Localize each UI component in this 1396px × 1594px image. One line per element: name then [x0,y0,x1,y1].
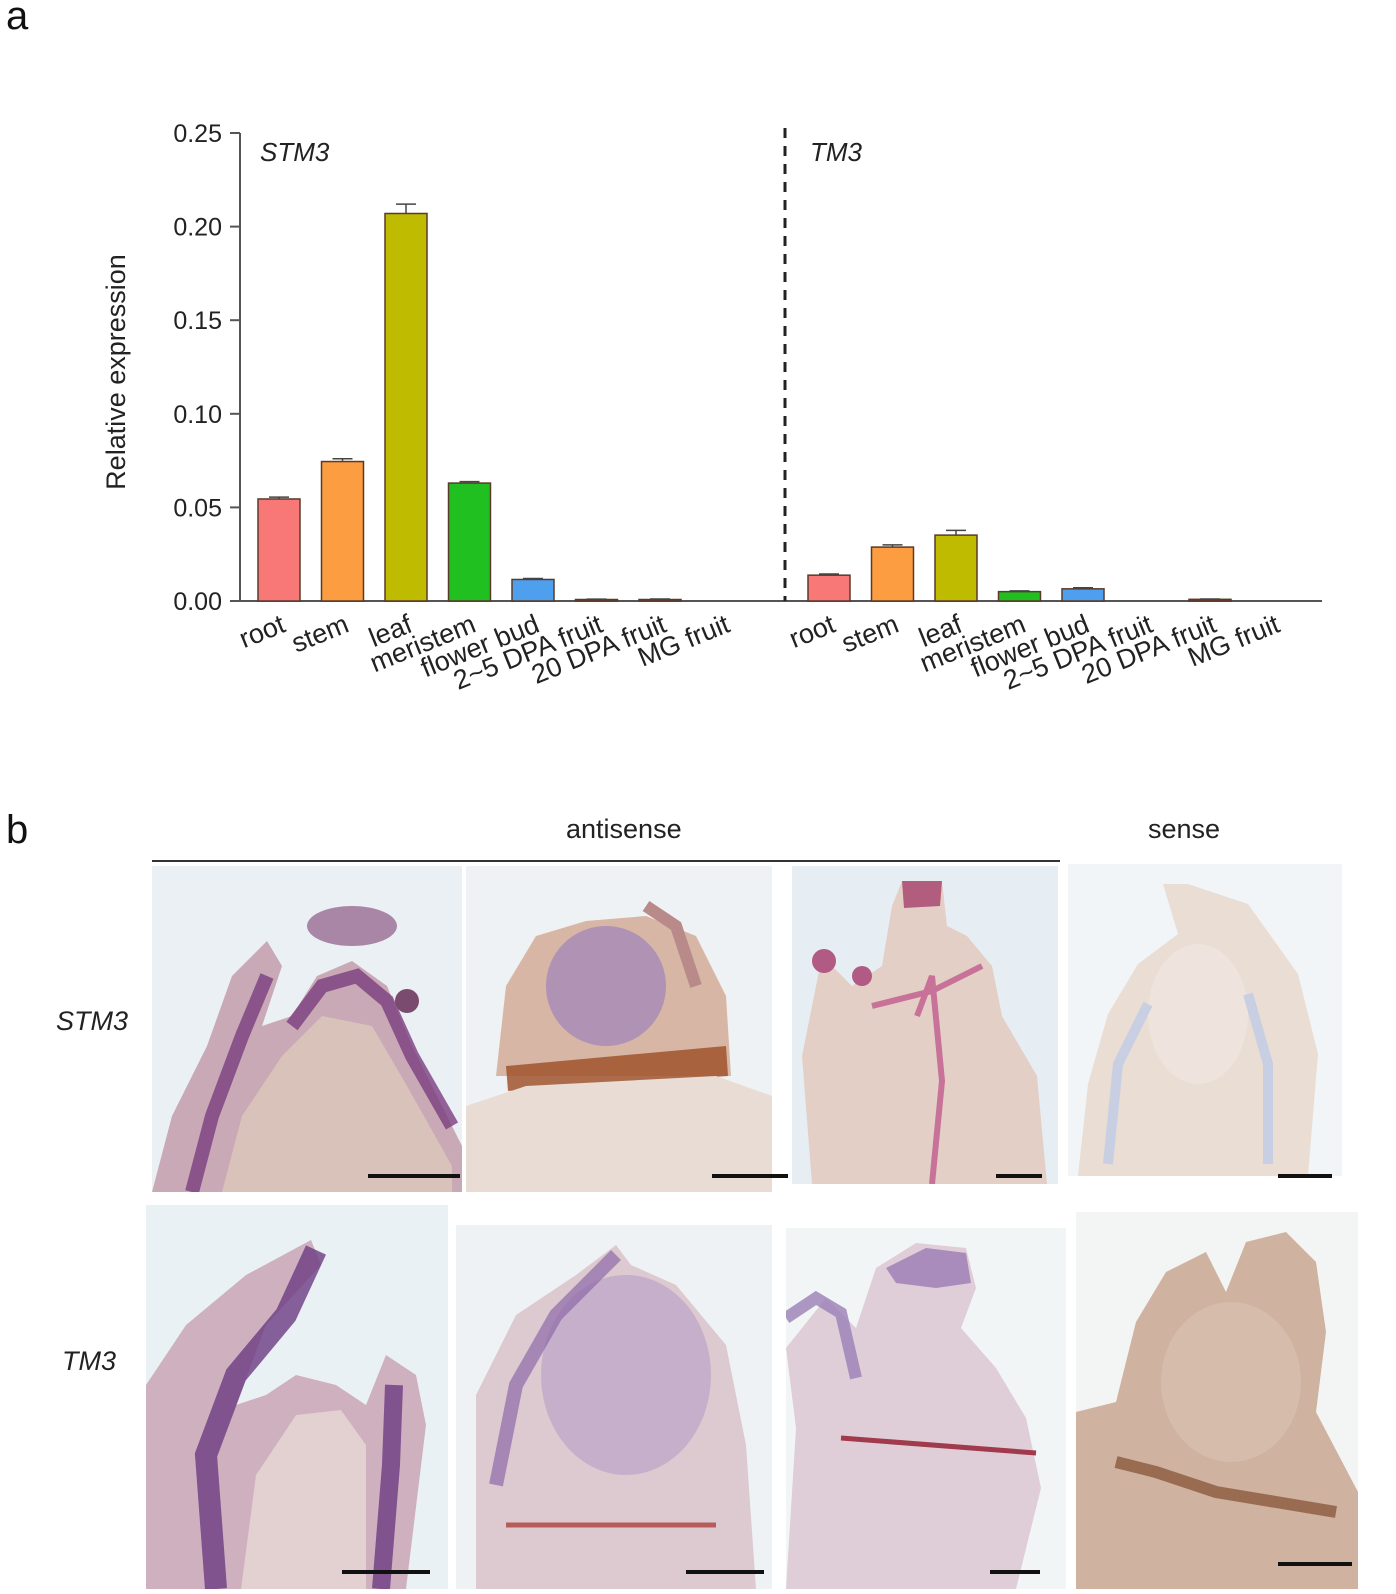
bar-tm3 [1061,588,1105,602]
y-tick-label: 0.05 [173,494,222,522]
bar-stm3 [638,598,682,602]
tm3-antisense-image-1 [146,1205,448,1589]
sense-header: sense [1148,814,1221,844]
category-label: root [235,609,290,654]
antisense-divider-line [152,860,1060,862]
y-axis-label: Relative expression [101,254,131,490]
stm3-antisense-image-3 [792,866,1058,1184]
scale-bar [1278,1562,1352,1566]
gene-label-tm3: TM3 [810,137,863,167]
row-label-stm3: STM3 [56,1006,129,1036]
scale-bar [712,1174,788,1178]
scale-bar [342,1570,430,1574]
bar-stm3 [384,212,428,602]
stm3-antisense-image-2 [466,866,772,1192]
gene-label-stm3: STM3 [260,137,330,167]
category-label: root [785,609,840,654]
row-label-tm3: TM3 [62,1346,116,1376]
y-tick-label: 0.20 [173,214,222,242]
sense-image-tm3 [1076,1212,1358,1589]
category-label: stem [287,609,352,659]
scale-bar [686,1570,764,1574]
bar-tm3 [807,574,851,602]
bar-stm3 [257,498,301,602]
bar-tm3 [870,546,915,602]
y-tick-label: 0.15 [173,307,222,335]
expression-bar-chart: 0.00 0.05 0.10 0.15 0.20 0.25 Relative express… [101,120,1322,696]
bar-tm3 [934,534,978,602]
stm3-sense-image [1068,864,1342,1176]
tm3-antisense-image-2 [456,1225,772,1589]
bar-stm3 [320,460,365,602]
panel-a-label: a [6,0,29,38]
scale-bar [1278,1174,1332,1178]
scale-bar [990,1570,1040,1574]
y-tick-label: 0.25 [173,120,222,148]
scale-bar [368,1174,460,1178]
y-tick-label: 0.00 [173,588,222,616]
antisense-header: antisense [566,814,682,844]
panel-b-label: b [6,808,29,852]
stm3-antisense-image-1 [152,866,462,1192]
y-tick-label: 0.10 [173,401,222,429]
bar-stm3 [511,578,555,602]
scale-bar [996,1174,1042,1178]
tm3-antisense-image-3 [786,1228,1066,1589]
bar-tm3 [997,590,1042,602]
category-label: stem [837,609,902,659]
bar-stm3 [447,482,492,602]
